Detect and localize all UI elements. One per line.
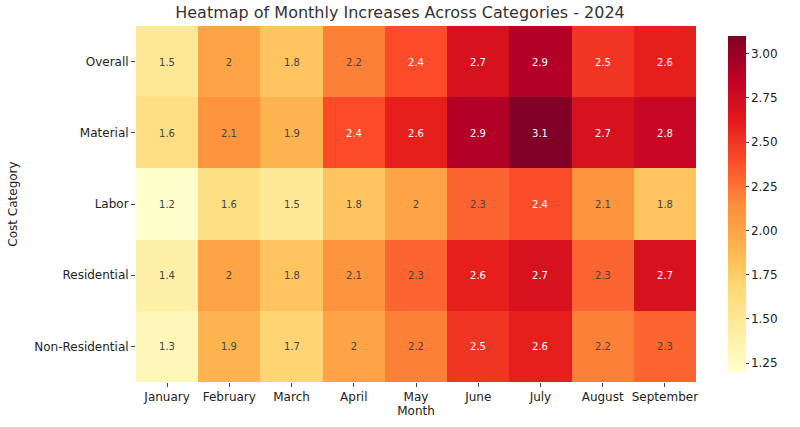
- svg-text:2.9: 2.9: [532, 57, 548, 68]
- svg-text:September: September: [632, 390, 698, 404]
- svg-text:1.4: 1.4: [159, 270, 175, 281]
- svg-text:1.6: 1.6: [221, 199, 237, 210]
- svg-text:2.50: 2.50: [751, 135, 778, 149]
- svg-text:2.6: 2.6: [532, 341, 548, 352]
- svg-text:1.7: 1.7: [284, 341, 300, 352]
- svg-text:1.8: 1.8: [346, 199, 362, 210]
- svg-text:1.3: 1.3: [159, 341, 175, 352]
- svg-text:2.1: 2.1: [346, 270, 362, 281]
- svg-text:1.2: 1.2: [159, 199, 175, 210]
- svg-text:June: June: [464, 390, 491, 404]
- svg-text:1.6: 1.6: [159, 128, 175, 139]
- svg-text:2.3: 2.3: [595, 270, 611, 281]
- svg-text:2.1: 2.1: [595, 199, 611, 210]
- svg-text:January: January: [143, 390, 190, 404]
- svg-text:2: 2: [226, 270, 232, 281]
- svg-text:1.8: 1.8: [657, 199, 673, 210]
- svg-text:2.1: 2.1: [221, 128, 237, 139]
- svg-text:2.5: 2.5: [470, 341, 486, 352]
- svg-text:2.00: 2.00: [751, 224, 778, 238]
- svg-text:2.8: 2.8: [657, 128, 673, 139]
- svg-text:Labor: Labor: [95, 197, 129, 211]
- svg-text:2.7: 2.7: [532, 270, 548, 281]
- svg-text:3.1: 3.1: [532, 128, 548, 139]
- svg-text:1.9: 1.9: [284, 128, 300, 139]
- svg-text:April: April: [340, 390, 367, 404]
- svg-text:2.7: 2.7: [595, 128, 611, 139]
- svg-text:Cost Category: Cost Category: [6, 161, 20, 246]
- svg-text:2: 2: [413, 199, 419, 210]
- svg-text:Residential: Residential: [62, 268, 128, 282]
- svg-text:2.25: 2.25: [751, 180, 778, 194]
- svg-text:2.4: 2.4: [532, 199, 548, 210]
- svg-text:Month: Month: [397, 404, 435, 418]
- svg-text:2.5: 2.5: [595, 57, 611, 68]
- svg-text:March: March: [273, 390, 310, 404]
- svg-text:1.8: 1.8: [284, 57, 300, 68]
- svg-text:2: 2: [351, 341, 357, 352]
- svg-text:2.6: 2.6: [657, 57, 673, 68]
- svg-text:Overall: Overall: [86, 55, 129, 69]
- svg-text:Non-Residential: Non-Residential: [34, 340, 128, 354]
- svg-text:Material: Material: [80, 126, 129, 140]
- svg-text:1.5: 1.5: [159, 57, 175, 68]
- svg-text:Heatmap of Monthly Increases A: Heatmap of Monthly Increases Across Cate…: [175, 3, 625, 22]
- svg-text:2.6: 2.6: [470, 270, 486, 281]
- svg-text:2.7: 2.7: [470, 57, 486, 68]
- svg-text:May: May: [404, 390, 429, 404]
- svg-text:1.8: 1.8: [284, 270, 300, 281]
- svg-text:2.3: 2.3: [470, 199, 486, 210]
- svg-text:July: July: [529, 390, 552, 404]
- svg-text:2.6: 2.6: [408, 128, 424, 139]
- svg-text:2.2: 2.2: [346, 57, 362, 68]
- svg-text:1.50: 1.50: [751, 312, 778, 326]
- svg-text:1.9: 1.9: [221, 341, 237, 352]
- svg-text:2.9: 2.9: [470, 128, 486, 139]
- svg-text:2.4: 2.4: [408, 57, 424, 68]
- svg-text:2.2: 2.2: [408, 341, 424, 352]
- svg-text:2.7: 2.7: [657, 270, 673, 281]
- svg-text:February: February: [203, 390, 256, 404]
- svg-text:1.25: 1.25: [751, 356, 778, 370]
- svg-text:1.75: 1.75: [751, 268, 778, 282]
- svg-text:2.75: 2.75: [751, 91, 778, 105]
- svg-text:2.2: 2.2: [595, 341, 611, 352]
- svg-text:August: August: [582, 390, 624, 404]
- svg-text:2.4: 2.4: [346, 128, 362, 139]
- svg-text:3.00: 3.00: [751, 47, 778, 61]
- svg-text:1.5: 1.5: [284, 199, 300, 210]
- svg-text:2.3: 2.3: [657, 341, 673, 352]
- svg-text:2.3: 2.3: [408, 270, 424, 281]
- svg-text:2: 2: [226, 57, 232, 68]
